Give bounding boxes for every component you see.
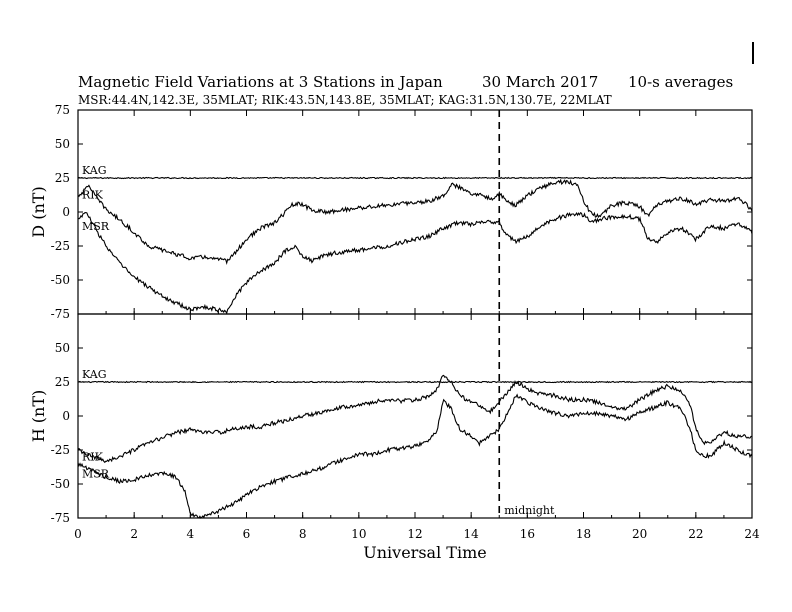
x-tick-label: 10 bbox=[351, 527, 366, 541]
y-tick-label: -25 bbox=[51, 443, 70, 457]
panels: 75 50 25 0 -25 -50 -75 D (nT) KAG RIK MSR 50 25 0 -25 -… bbox=[29, 103, 760, 541]
series-label-msr: MSR bbox=[82, 467, 110, 480]
x-tick-label: 4 bbox=[187, 527, 195, 541]
y-tick-label: 50 bbox=[55, 341, 70, 355]
x-tick-label: 8 bbox=[299, 527, 307, 541]
series-line-msr bbox=[77, 211, 753, 315]
y-tick-label: -75 bbox=[51, 307, 70, 321]
series-label-kag: KAG bbox=[82, 368, 107, 381]
series-label-kag: KAG bbox=[82, 164, 107, 177]
x-tick-label: 24 bbox=[744, 527, 760, 541]
x-tick-label: 12 bbox=[407, 527, 422, 541]
x-tick-label: 14 bbox=[464, 527, 480, 541]
series-label-msr: MSR bbox=[82, 220, 110, 233]
chart-date: 30 March 2017 bbox=[482, 73, 598, 91]
series-line-rik bbox=[77, 374, 752, 464]
right-edge-marker bbox=[752, 42, 754, 64]
y-tick-label: 0 bbox=[62, 205, 70, 219]
x-tick-label: 0 bbox=[74, 527, 82, 541]
y-tick-label: 25 bbox=[55, 375, 70, 389]
y-tick-label: -25 bbox=[51, 239, 70, 253]
panel-frame bbox=[77, 313, 753, 519]
x-tick-label: 22 bbox=[688, 527, 703, 541]
y-tick-label: -50 bbox=[51, 477, 70, 491]
x-tick-label: 20 bbox=[632, 527, 647, 541]
x-tick-label: 2 bbox=[130, 527, 138, 541]
series-line-msr bbox=[77, 393, 753, 519]
series-line-rik bbox=[77, 178, 753, 266]
chart-title: Magnetic Field Variations at 3 Stations … bbox=[78, 73, 443, 91]
y-axis-title: H (nT) bbox=[29, 390, 48, 443]
series-label-rik: RIK bbox=[82, 451, 104, 464]
chart-averaging: 10-s averages bbox=[628, 73, 733, 91]
series-line-kag bbox=[77, 380, 753, 384]
y-tick-label: 0 bbox=[62, 409, 70, 423]
y-tick-label: 75 bbox=[55, 103, 70, 117]
series-label-rik: RIK bbox=[82, 189, 104, 202]
y-tick-label: -75 bbox=[51, 511, 70, 525]
x-axis-title: Universal Time bbox=[363, 543, 486, 562]
x-tick-label: 6 bbox=[243, 527, 251, 541]
panel-1: 50 25 0 -25 -50 -75 H (nT) KAG RIK MSR bbox=[29, 313, 753, 525]
midnight-label: midnight bbox=[504, 504, 555, 517]
chart-subtitle: MSR:44.4N,142.3E, 35MLAT; RIK:43.5N,143.… bbox=[78, 93, 612, 107]
y-axis-title: D (nT) bbox=[29, 186, 48, 237]
panel-0: 75 50 25 0 -25 -50 -75 D (nT) KAG RIK MSR bbox=[29, 103, 753, 321]
series-line-kag bbox=[77, 176, 753, 180]
x-tick-label: 18 bbox=[576, 527, 591, 541]
x-tick-label: 16 bbox=[520, 527, 535, 541]
y-tick-label: -50 bbox=[51, 273, 70, 287]
y-tick-label: 25 bbox=[55, 171, 70, 185]
y-tick-label: 50 bbox=[55, 137, 70, 151]
